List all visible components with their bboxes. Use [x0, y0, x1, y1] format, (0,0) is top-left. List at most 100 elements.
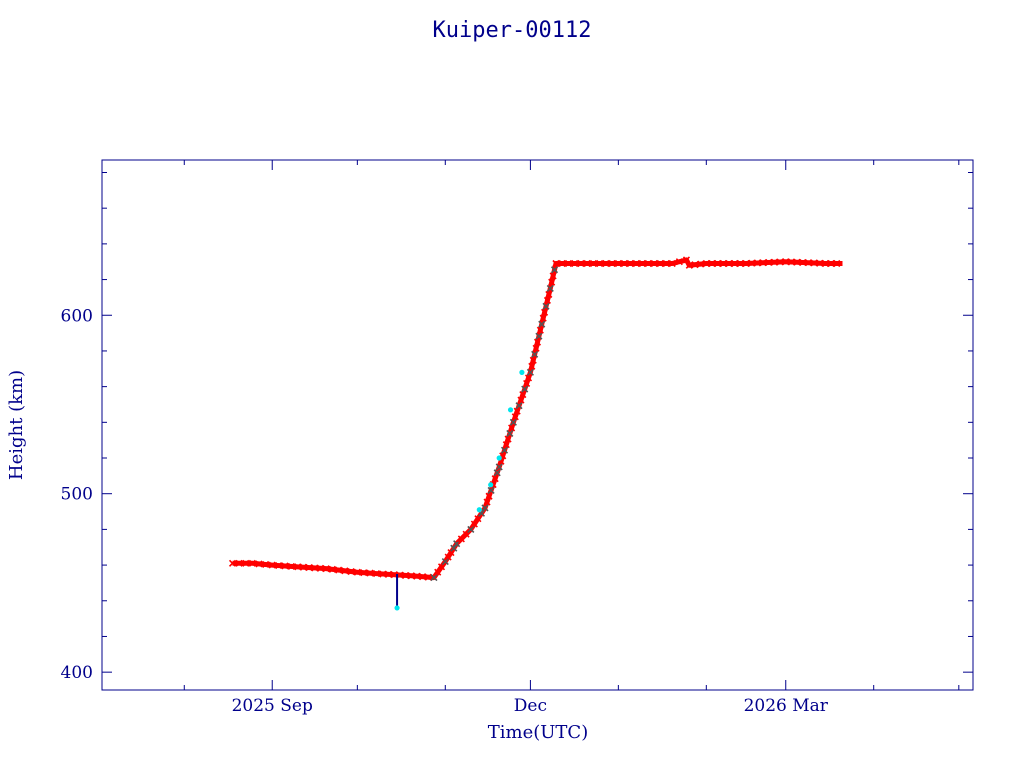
data-point [558, 259, 566, 268]
data-point [305, 564, 313, 572]
data-point [536, 326, 544, 334]
data-point [502, 441, 510, 449]
data-point [577, 259, 585, 268]
data-point [714, 259, 722, 268]
data-point [793, 258, 801, 266]
data-point [782, 258, 790, 266]
data-point [496, 455, 502, 461]
y-tick-label: 600 [61, 306, 93, 326]
data-point [626, 259, 634, 268]
data-point [437, 563, 446, 571]
data-point [488, 482, 494, 488]
data-point [691, 261, 699, 269]
data-point [583, 259, 591, 268]
data-point [702, 259, 710, 268]
data-point [316, 564, 325, 572]
data-point [366, 569, 374, 577]
data-point [487, 486, 495, 494]
data-point [500, 446, 509, 454]
y-axis-label: Height (km) [6, 370, 27, 480]
data-point [810, 259, 818, 267]
data-point [372, 569, 381, 578]
data-point [255, 560, 263, 568]
data-point [504, 435, 512, 443]
data-point [650, 259, 658, 268]
x-tick-label: Dec [514, 696, 547, 716]
data-point [543, 296, 551, 304]
data-point [564, 259, 572, 268]
data-point [242, 559, 250, 567]
data-point [517, 396, 525, 404]
x-axis-ticks: 2025 Sep Dec 2026 Mar [232, 160, 829, 716]
data-point [731, 259, 739, 268]
y-axis-ticks: 400 500 600 [61, 306, 973, 683]
x-axis-label: Time(UTC) [488, 722, 588, 743]
data-point [770, 258, 778, 266]
data-point [450, 544, 458, 552]
data-point [294, 563, 302, 571]
data-point [481, 504, 489, 512]
data-point [483, 498, 491, 506]
series-trace [232, 257, 843, 581]
data-point [632, 259, 640, 268]
data-point [799, 258, 807, 267]
data-point [335, 566, 343, 574]
data-point [281, 562, 289, 570]
x-tick-label: 2025 Sep [232, 696, 313, 716]
data-point [322, 565, 330, 573]
data-point [589, 259, 597, 268]
data-point [644, 259, 652, 268]
data-point [685, 261, 693, 269]
data-point [725, 259, 733, 268]
data-point [529, 356, 537, 364]
data-point [596, 259, 604, 268]
data-point [787, 258, 795, 266]
data-point [550, 266, 559, 274]
data-point [299, 563, 308, 571]
plot-frame [101, 159, 974, 691]
data-point [347, 567, 355, 576]
data-point [434, 568, 442, 576]
data-point [638, 259, 646, 268]
data-point [552, 259, 560, 268]
data-point [360, 569, 368, 577]
data-point [736, 259, 744, 268]
data-point [541, 308, 549, 316]
data-point [542, 302, 550, 310]
data-point [491, 475, 499, 483]
data-point [495, 463, 503, 471]
data-point [535, 332, 543, 340]
data-point [538, 320, 546, 328]
data-point [519, 369, 525, 375]
data-point [515, 402, 523, 410]
data-point [353, 568, 361, 576]
data-point [511, 413, 519, 421]
data-point [521, 385, 529, 393]
y-tick-label: 400 [61, 663, 93, 683]
data-point [248, 559, 256, 567]
data-point [413, 572, 421, 580]
data-point [675, 258, 683, 266]
data-point [821, 259, 830, 268]
data-point [493, 469, 501, 477]
data-point [407, 572, 415, 580]
data-point [506, 429, 514, 438]
data-point [467, 525, 475, 533]
y-tick-label: 500 [61, 485, 93, 505]
data-point [708, 259, 716, 268]
data-point [311, 564, 319, 572]
data-point [526, 368, 534, 376]
x-tick-label: 2026 Mar [744, 696, 829, 716]
data-point [444, 553, 452, 561]
data-point [614, 259, 622, 268]
data-point [549, 272, 557, 280]
data-point [524, 374, 533, 382]
data-point [539, 314, 547, 322]
data-point [742, 259, 750, 268]
data-point [532, 344, 540, 352]
data-point [548, 278, 556, 286]
data-point [447, 549, 455, 557]
data-point [474, 515, 482, 523]
data-point [748, 259, 756, 267]
data-point [513, 407, 521, 415]
